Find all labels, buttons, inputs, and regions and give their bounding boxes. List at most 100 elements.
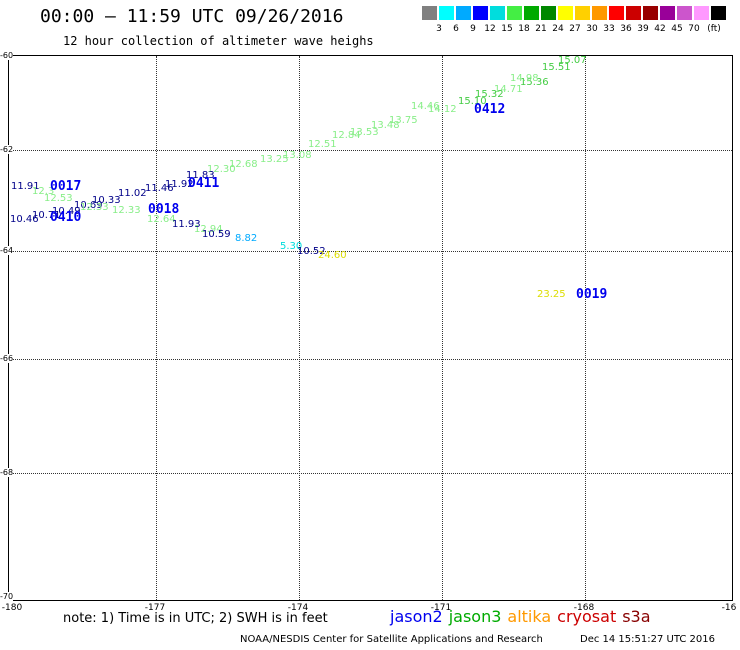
map-title: 00:00 – 11:59 UTC 09/26/2016 <box>40 6 344 27</box>
latitude-gridline <box>9 473 732 474</box>
legend-swatch <box>643 6 659 20</box>
satellite-name: jason2 <box>390 607 443 626</box>
wave-height-label: 14.98 <box>510 73 539 84</box>
wave-height-label: 10.69 <box>74 200 103 211</box>
legend-swatch <box>541 6 557 20</box>
wave-height-label: 12.3 <box>32 186 55 197</box>
wave-height-label: 12.51 <box>308 139 337 150</box>
lon-label: -16 <box>721 603 737 613</box>
map-plot-area <box>8 55 733 601</box>
satellite-name: s3a <box>622 607 651 626</box>
legend-tick: 9 <box>470 24 476 34</box>
wave-height-label: 10.52 <box>297 246 326 257</box>
lat-label: -64 <box>0 246 14 255</box>
wave-height-label: 10.46 <box>10 214 39 225</box>
legend-tick: 30 <box>586 24 598 34</box>
wave-height-label: 11.93 <box>172 219 201 230</box>
legend-tick: 42 <box>654 24 666 34</box>
wave-height-label: 14.71 <box>494 84 523 95</box>
longitude-gridline <box>156 56 157 600</box>
wave-height-label: 12.33 <box>112 205 141 216</box>
wave-height-label: 10.33 <box>92 195 121 206</box>
lat-label: -70 <box>0 592 14 601</box>
satellite-legend: jason2 jason3 altika cryosat s3a <box>390 607 657 626</box>
lat-label: -60 <box>0 51 14 60</box>
map-subtitle: 12 hour collection of altimeter wave hei… <box>63 34 374 48</box>
wave-height-label: 13.48 <box>371 120 400 131</box>
generated-timestamp: Dec 14 15:51:27 UTC 2016 <box>580 634 715 645</box>
pass-time-label: 0412 <box>474 102 506 117</box>
legend-tick: 15 <box>501 24 513 34</box>
legend-swatch <box>490 6 506 20</box>
legend-tick: 12 <box>484 24 496 34</box>
legend-tick: 70 <box>688 24 700 34</box>
wave-height-label: 10.71 <box>32 210 61 221</box>
lon-label: -171 <box>430 603 452 613</box>
wave-height-label: 11.46 <box>145 183 174 194</box>
wave-height-label: 10.59 <box>202 229 231 240</box>
latitude-gridline <box>9 150 732 151</box>
legend-tick: 3 <box>436 24 442 34</box>
wave-height-label: 11.91 <box>11 181 40 192</box>
wave-height-label: 13.75 <box>389 115 418 126</box>
legend-tick: 36 <box>620 24 632 34</box>
legend-tick: 18 <box>518 24 530 34</box>
pass-time-label: 0410 <box>50 210 82 225</box>
legend-tick: 27 <box>569 24 581 34</box>
wave-height-label: 15.07 <box>558 55 587 66</box>
legend-unit: (ft) <box>707 24 721 34</box>
wave-height-label: 12.94 <box>194 224 223 235</box>
wave-height-label: 11.92 <box>165 179 194 190</box>
legend-swatch <box>507 6 523 20</box>
legend-tick: 24 <box>552 24 564 34</box>
satellite-name: cryosat <box>557 607 617 626</box>
longitude-gridline <box>442 56 443 600</box>
longitude-gridline <box>299 56 300 600</box>
legend-swatch <box>626 6 642 20</box>
wave-height-label: 11.83 <box>186 170 215 181</box>
wave-height-label: 15.10 <box>458 96 487 107</box>
legend-tick: 45 <box>671 24 683 34</box>
wave-height-label: 13.25 <box>260 154 289 165</box>
wave-height-label: 14.46 <box>411 101 440 112</box>
latitude-gridline <box>9 251 732 252</box>
wave-height-label: 15.36 <box>520 77 549 88</box>
wave-height-label: 12.53 <box>44 193 73 204</box>
satellite-name: jason3 <box>448 607 502 626</box>
wave-height-label: 5.30 <box>280 241 303 252</box>
legend-swatch <box>609 6 625 20</box>
wave-height-label: 14.12 <box>428 104 457 115</box>
legend-tick: 33 <box>603 24 615 34</box>
wave-height-label: 15.32 <box>475 89 504 100</box>
wave-height-label: 12.64 <box>147 214 176 225</box>
wave-height-label: 12.30 <box>207 164 236 175</box>
wave-height-label: 13.53 <box>350 127 379 138</box>
legend-swatch <box>439 6 455 20</box>
wave-height-label: 12.84 <box>332 130 361 141</box>
legend-tick: 6 <box>453 24 459 34</box>
lon-label: -177 <box>144 603 166 613</box>
wave-height-label: 15.51 <box>542 62 571 73</box>
legend-swatch <box>575 6 591 20</box>
wave-height-label: 12.33 <box>80 202 109 213</box>
lon-label: -180 <box>1 603 23 613</box>
footnote: note: 1) Time is in UTC; 2) SWH is in fe… <box>63 611 328 626</box>
wave-height-label: 8.82 <box>235 233 258 244</box>
lon-label: -174 <box>287 603 309 613</box>
pass-time-label: 0018 <box>148 202 180 217</box>
wave-height-label: 13.08 <box>283 150 312 161</box>
wave-height-label: 11.02 <box>118 188 147 199</box>
lon-label: -168 <box>573 603 595 613</box>
pass-time-label: 0017 <box>50 179 82 194</box>
pass-time-label: 0411 <box>188 176 220 191</box>
lat-label: -66 <box>0 354 14 363</box>
pass-time-label: 0019 <box>576 287 608 302</box>
wave-height-label: 12.68 <box>229 159 258 170</box>
legend-swatch <box>456 6 472 20</box>
wave-height-label: 23.25 <box>537 289 566 300</box>
legend-swatch <box>473 6 489 20</box>
credit-line: NOAA/NESDIS Center for Satellite Applica… <box>240 634 543 645</box>
longitude-gridline <box>585 56 586 600</box>
legend-tick: 21 <box>535 24 547 34</box>
legend-swatch <box>677 6 693 20</box>
